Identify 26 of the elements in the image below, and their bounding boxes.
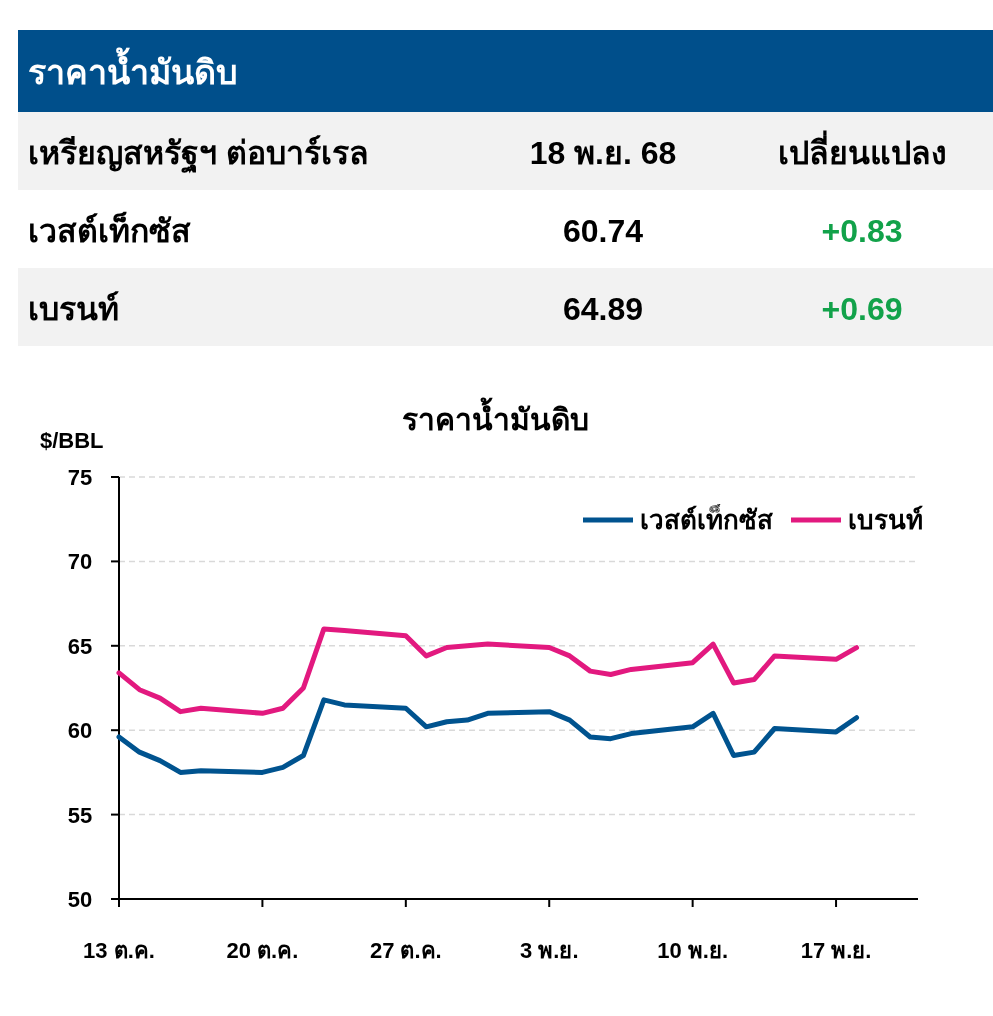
- text: เหรียญสหรัฐฯ ต่อบาร์เรล: [28, 135, 369, 174]
- text: 60.74: [562, 213, 644, 249]
- chart-title: ราคาน้ำมันดิบ: [401, 397, 589, 436]
- y-tick-label: 60: [67, 718, 93, 744]
- y-tick-label: 70: [67, 549, 93, 575]
- text: เปลี่ยนแปลง: [777, 130, 947, 171]
- y-tick-label: 50: [67, 887, 93, 912]
- text: เบรนท์: [28, 291, 119, 327]
- text: เวสต์เท็กซัส: [28, 211, 191, 249]
- text: +0.83: [821, 213, 903, 249]
- text: ราคาน้ำมันดิบ: [28, 47, 238, 91]
- x-tick-label: 13 ต.ค.: [83, 938, 155, 963]
- x-tick-label: 27 ต.ค.: [369, 938, 442, 963]
- y-axis-title: $/BBL: [40, 428, 104, 453]
- text: +0.69: [821, 291, 903, 327]
- text: 64.89: [562, 291, 644, 327]
- legend-label: เวสต์เท็กซัส: [640, 504, 773, 535]
- legend-label: เบรนท์: [848, 505, 923, 535]
- x-tick-label: 3 พ.ย.: [519, 938, 579, 963]
- x-tick-label: 10 พ.ย.: [657, 938, 729, 963]
- x-tick-label: 17 พ.ย.: [800, 938, 872, 963]
- text: 18 พ.ย. 68: [529, 135, 677, 171]
- y-tick-label: 75: [67, 465, 93, 490]
- x-tick-label: 20 ต.ค.: [226, 938, 299, 963]
- y-tick-label: 65: [67, 633, 93, 659]
- y-tick-label: 55: [67, 802, 93, 828]
